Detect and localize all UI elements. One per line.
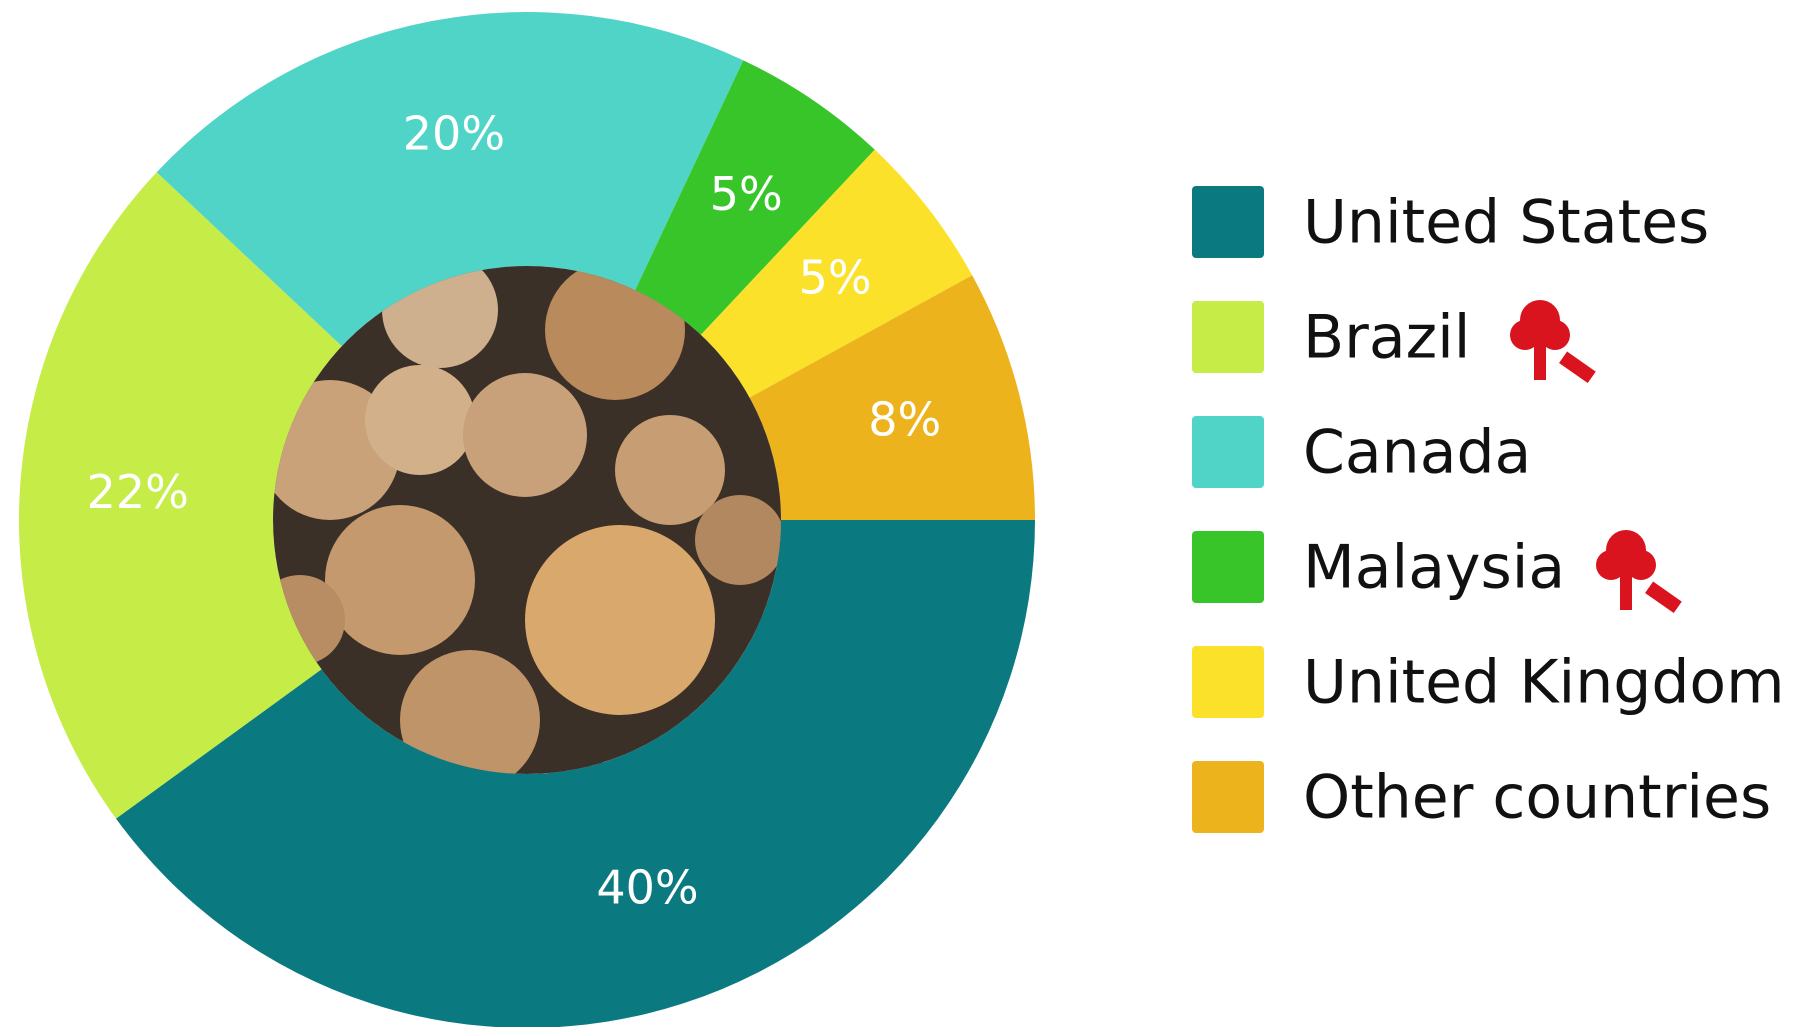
legend-label: Brazil xyxy=(1303,303,1470,373)
slice xyxy=(749,275,1035,520)
slice xyxy=(700,149,973,398)
legend-label: Canada xyxy=(1303,418,1531,488)
legend-swatch xyxy=(1192,646,1264,718)
legend-swatch xyxy=(1192,416,1264,488)
slice-label: 5% xyxy=(799,250,872,304)
legend-label: United States xyxy=(1303,188,1709,258)
slice xyxy=(116,520,1035,1027)
legend-swatch xyxy=(1192,531,1264,603)
slice-label: 22% xyxy=(87,465,189,519)
legend-swatch xyxy=(1192,301,1264,373)
deforestation-icon xyxy=(1596,530,1682,614)
legend-swatch xyxy=(1192,186,1264,258)
legend-label: Other countries xyxy=(1303,763,1771,833)
slice-label: 5% xyxy=(710,167,783,221)
slice-label: 40% xyxy=(596,860,698,914)
slice-label: 20% xyxy=(403,106,505,160)
slice xyxy=(156,11,744,347)
slice-label: 8% xyxy=(868,393,941,447)
deforestation-icon xyxy=(1510,300,1596,384)
slice xyxy=(635,60,875,335)
legend-label: Malaysia xyxy=(1303,533,1565,603)
slice xyxy=(19,172,342,819)
center-photo xyxy=(273,266,781,774)
slices xyxy=(19,11,1035,1027)
legend-label: United Kingdom xyxy=(1303,648,1785,718)
legend-swatch xyxy=(1192,761,1264,833)
